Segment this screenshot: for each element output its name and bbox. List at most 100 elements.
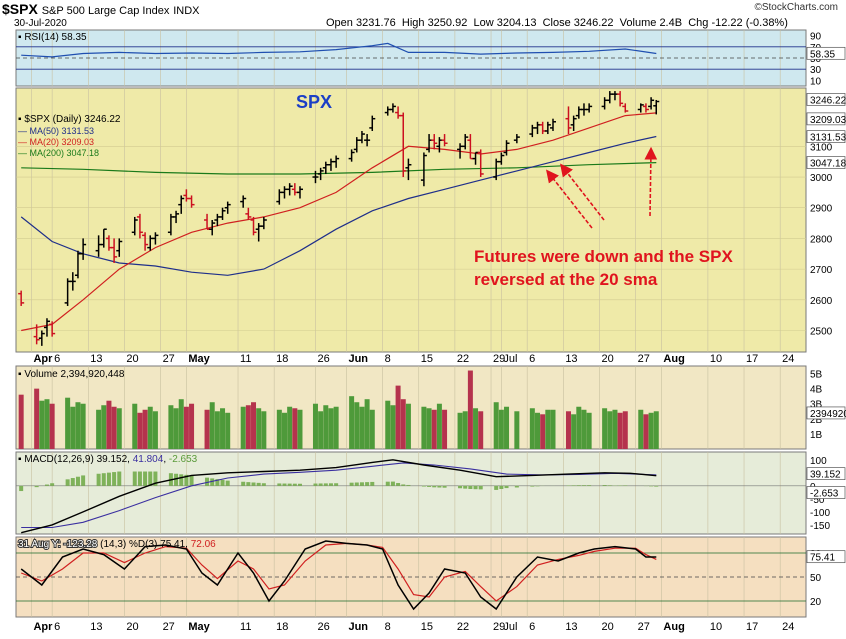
- macd-hist-bar: [210, 478, 215, 486]
- volume-bar: [323, 405, 329, 449]
- volume-bar: [178, 399, 184, 449]
- macd-hist-bar: [50, 483, 55, 486]
- macd-hist-bar: [189, 475, 194, 486]
- volume-bar: [137, 412, 143, 449]
- volume-bar: [75, 402, 81, 449]
- macd-hist-bar: [246, 482, 251, 486]
- volume-bar: [514, 411, 520, 449]
- x-tick-label: Aug: [663, 353, 684, 365]
- volume-bar: [602, 408, 608, 449]
- x-tick-label: 18: [276, 353, 288, 365]
- legend-ma50: — MA(50) 3131.53: [18, 126, 94, 136]
- macd-hist-bar: [499, 485, 504, 490]
- price-tick: 3100: [810, 142, 833, 153]
- rsi-tick: 10: [810, 76, 822, 87]
- volume-value-badge-box: [806, 406, 846, 420]
- macd-hist-bar: [297, 483, 302, 486]
- x-tick-label: 20: [601, 353, 613, 365]
- macd-hist-bar: [282, 483, 287, 486]
- price-tick: 2900: [810, 204, 833, 215]
- volume-bar: [431, 409, 437, 449]
- x-tick-label-bottom: 8: [385, 621, 391, 633]
- sto-value-badge-box: [806, 550, 846, 564]
- price-panel: [15, 87, 807, 353]
- volume-bar: [333, 406, 339, 449]
- vol-panel: [15, 365, 807, 450]
- volume-bar: [292, 408, 298, 449]
- x-tick-label: 8: [385, 353, 391, 365]
- sto-tick: 50: [810, 573, 822, 584]
- volume-tick: 5B: [810, 370, 823, 381]
- x-tick-label: 17: [746, 353, 758, 365]
- ma20-line: [21, 112, 657, 332]
- volume-bar: [529, 408, 535, 449]
- x-tick-label-bottom: 11: [240, 621, 251, 633]
- macd-hist-bar: [607, 485, 612, 486]
- volume-label: ▪ Volume 2,394,920,448: [18, 369, 125, 380]
- macd-hist-bar: [205, 477, 210, 486]
- x-tick-label: 26: [317, 353, 329, 365]
- volume-bar: [18, 394, 24, 449]
- close-label: Close: [542, 17, 571, 29]
- macd-hist-bar: [421, 485, 426, 487]
- macd-hist-bar: [277, 483, 282, 486]
- volume-bar: [34, 388, 40, 449]
- volume-bar: [493, 402, 499, 449]
- volume-bar: [653, 411, 659, 449]
- volume-bar: [328, 408, 334, 449]
- macd-hist-bar: [427, 485, 432, 487]
- volume-bar: [498, 409, 504, 449]
- macd-hist-bar: [328, 483, 333, 486]
- macd-hist-bar: [251, 482, 256, 486]
- x-tick-label: 13: [90, 353, 102, 365]
- volume-bar: [111, 406, 117, 449]
- macd-hist-badge-box: [806, 486, 846, 499]
- macd-hist-bar: [44, 484, 49, 486]
- x-tick-label-bottom: 15: [421, 621, 433, 633]
- volume-bar: [276, 409, 282, 449]
- sto-k-line: [20, 540, 657, 611]
- ohlc-readout: Open 3231.76 High 3250.92 Low 3204.13 Cl…: [326, 17, 788, 29]
- x-tick-label-bottom: 24: [782, 621, 794, 633]
- volume-bar: [395, 385, 401, 449]
- price-badge-ma200-box: [806, 156, 846, 169]
- macd-hist-bar: [587, 485, 592, 486]
- x-tick-label: 29: [493, 353, 505, 365]
- volume-bar: [318, 411, 324, 449]
- volume-bar: [132, 403, 138, 449]
- ma50-line: [20, 135, 657, 276]
- stockcharts-logo: ©StockCharts.com: [754, 2, 838, 13]
- volume-bar: [354, 402, 360, 449]
- macd-hist-bar: [256, 482, 261, 486]
- macd-hist-bar: [401, 484, 406, 486]
- volume-value-badge: 2394920: [810, 409, 846, 420]
- price-tick: 2600: [810, 296, 833, 307]
- x-tick-label-bottom: 6: [529, 621, 535, 633]
- volume-bar: [209, 402, 215, 449]
- volume-bar: [359, 406, 365, 449]
- rsi-value-badge: 58.35: [810, 49, 835, 60]
- macd-hist-bar: [101, 473, 106, 486]
- volume-bar: [251, 402, 257, 449]
- macd-label: ▪ MACD(12,26,9) 39.152, 41.804, -2.653: [18, 454, 198, 465]
- volume-bar: [550, 409, 556, 449]
- annotation-line2: reversed at the 20 sma: [474, 270, 658, 289]
- volume-bar: [189, 403, 195, 449]
- macd-hist-bar: [365, 482, 370, 486]
- volume-bar: [106, 400, 112, 449]
- macd-hist-bar: [261, 483, 266, 486]
- price-badge-ma20: 3209.03: [810, 115, 846, 126]
- macd-hist-bar: [406, 484, 411, 486]
- macd-hist-bar: [504, 485, 509, 489]
- legend-ma200: — MA(200) 3047.18: [18, 148, 99, 158]
- volume-bar: [473, 408, 479, 449]
- macd-hist-bar: [318, 483, 323, 486]
- x-tick-label: 11: [240, 353, 251, 365]
- x-tick-label: May: [188, 353, 210, 365]
- macd-hist-bar: [390, 481, 395, 486]
- macd-hist-bar: [143, 471, 148, 486]
- macd-hist-bar: [65, 479, 70, 486]
- macd-hist-bar: [174, 473, 179, 486]
- macd-hist-bar: [530, 485, 535, 487]
